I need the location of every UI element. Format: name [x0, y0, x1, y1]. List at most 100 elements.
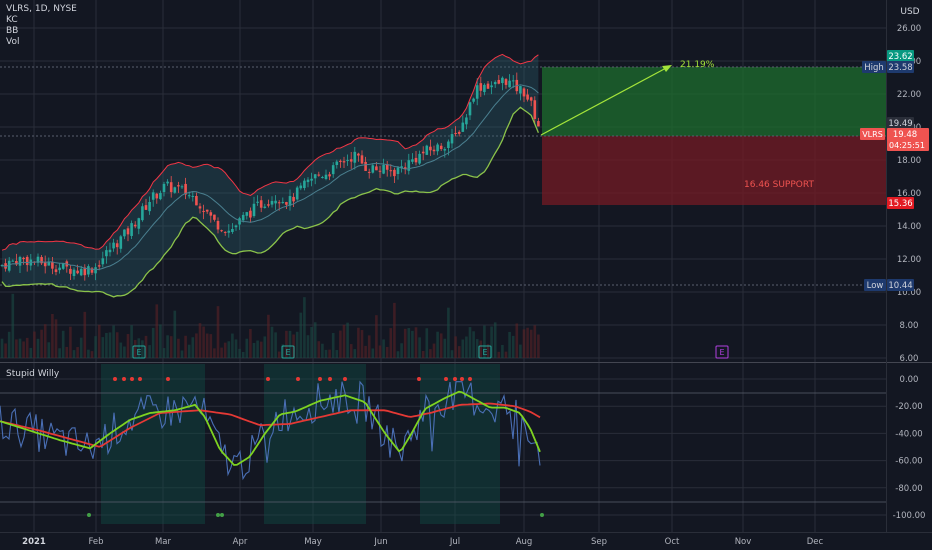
volume-bar — [277, 351, 281, 358]
volume-bar — [141, 340, 144, 358]
buy-signal-dot — [216, 513, 220, 517]
candle-body — [310, 178, 313, 181]
volume-bar — [396, 351, 400, 358]
candle-body — [220, 230, 223, 232]
candle-body — [223, 231, 227, 233]
candle-body — [364, 161, 367, 171]
volume-bar — [115, 332, 119, 358]
candle-body — [54, 269, 58, 272]
svg-text:19.49: 19.49 — [888, 119, 912, 129]
candle-body — [331, 165, 335, 175]
candle-body — [511, 80, 515, 82]
keltner-upper-line — [1, 53, 539, 251]
volume-bar — [169, 336, 173, 358]
volume-bar — [421, 350, 425, 358]
candle-body — [69, 268, 72, 274]
candle-body — [123, 229, 126, 237]
sell-signal-dot — [138, 377, 142, 381]
osc-tick-label: -60.00 — [895, 457, 922, 467]
time-tick-label: Apr — [233, 537, 248, 547]
volume-bar — [429, 349, 432, 358]
price-tick-label: 16.00 — [897, 189, 921, 199]
price-tick-label: 14.00 — [897, 222, 921, 232]
volume-bar — [529, 329, 533, 358]
volume-bar — [324, 349, 328, 358]
earnings-marker-upcoming[interactable]: E — [715, 345, 729, 359]
support-label: 16.46 SUPPORT — [744, 180, 814, 190]
volume-bar — [360, 330, 364, 358]
volume-bar — [367, 335, 371, 358]
candle-body — [198, 206, 202, 209]
symbol-title[interactable]: VLRS, 1D, NYSE — [6, 4, 77, 14]
oscillator-legend[interactable]: Stupid Willy — [6, 369, 59, 380]
candle-body — [465, 117, 468, 125]
time-tick-label: Jun — [373, 537, 387, 547]
candle-body — [357, 153, 360, 156]
candle-body — [97, 265, 101, 267]
indicator-kc[interactable]: KC — [6, 15, 18, 25]
volume-bar — [519, 344, 522, 358]
candle-body — [285, 202, 288, 205]
candle-body — [7, 260, 11, 271]
time-tick-label: May — [304, 537, 322, 547]
volume-bar — [231, 333, 234, 358]
volume-bar — [461, 339, 465, 358]
candle-body — [216, 221, 220, 230]
candle-body — [101, 258, 105, 265]
volume-bar — [407, 328, 411, 358]
candle-body — [126, 228, 130, 235]
volume-bar — [205, 333, 209, 358]
svg-text:E: E — [285, 348, 290, 357]
candle-body — [270, 200, 274, 205]
oscillator-zones — [101, 364, 500, 524]
volume-bar — [259, 341, 263, 358]
volume-bar — [389, 328, 393, 358]
candle-body — [429, 146, 432, 151]
volume-bar — [400, 343, 403, 358]
oscillator-fast-line — [0, 390, 541, 466]
time-axis[interactable]: 2021 Feb Mar Apr May Jun Jul Aug Sep Oct Nov Dec — [22, 537, 823, 547]
svg-text:04:25:51: 04:25:51 — [889, 141, 925, 150]
svg-text:23.62: 23.62 — [888, 52, 912, 62]
candle-body — [414, 157, 418, 163]
volume-bar — [241, 351, 245, 358]
volume-bar — [475, 339, 479, 358]
low-price-tag: Low 10.44 — [864, 279, 914, 291]
candle-body — [475, 85, 479, 99]
candle-body — [497, 79, 501, 84]
time-tick-label: Dec — [807, 537, 824, 547]
candle-body — [187, 195, 191, 197]
earnings-marker-2[interactable]: E — [281, 345, 295, 359]
volume-bar — [227, 341, 231, 358]
svg-text:15.36: 15.36 — [888, 199, 912, 209]
volume-bar — [454, 336, 457, 358]
candle-body — [328, 174, 331, 177]
candle-body — [234, 225, 238, 228]
candle-body — [252, 203, 256, 217]
volume-bar — [385, 346, 389, 358]
volume-bar — [11, 293, 15, 358]
earnings-marker-1[interactable]: E — [132, 345, 146, 359]
volume-bar — [497, 351, 501, 358]
oscillator-title[interactable]: Stupid Willy — [6, 369, 60, 379]
volume-bar — [331, 333, 335, 358]
volume-bar — [173, 310, 177, 358]
candle-body — [133, 224, 137, 227]
symbol-price-tag: VLRS 19.48 04:25:51 — [860, 128, 929, 151]
volume-bar — [371, 348, 375, 358]
earnings-marker-3[interactable]: E — [478, 345, 492, 359]
indicator-bb[interactable]: BB — [6, 26, 19, 36]
candle-body — [450, 134, 454, 144]
currency-label[interactable]: USD — [900, 7, 919, 17]
candle-body — [483, 84, 486, 93]
candle-body — [173, 187, 177, 193]
candle-body — [439, 145, 443, 150]
volume-bar — [299, 312, 303, 358]
candle-body — [479, 83, 483, 91]
oscillator-axis[interactable]: 0.00 -20.00 -40.00 -60.00 -80.00 -100.00 — [893, 375, 926, 521]
stop-zone — [542, 136, 886, 205]
volume-bar — [177, 338, 180, 358]
indicator-vol[interactable]: Vol — [6, 37, 20, 47]
volume-bar — [184, 335, 187, 358]
